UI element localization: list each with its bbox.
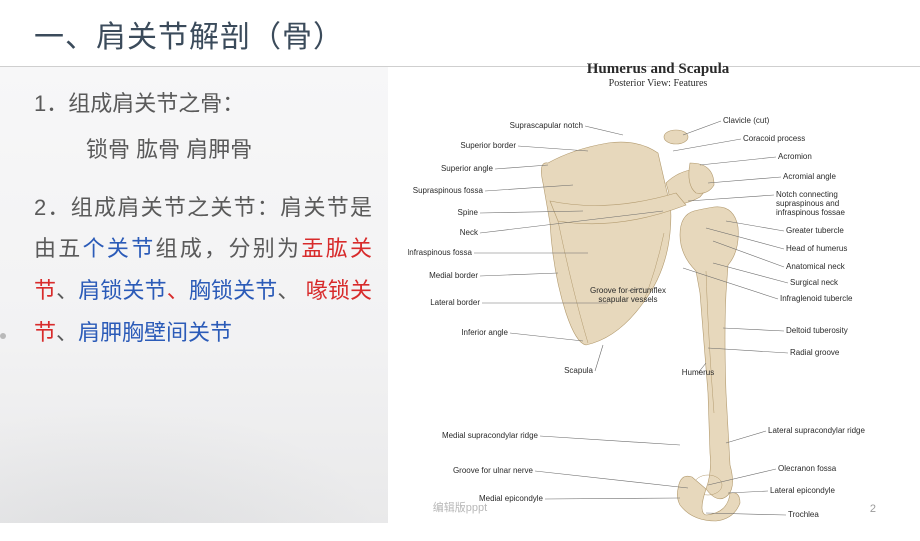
list-item-1: 1．组成肩关节之骨： <box>34 83 378 125</box>
svg-text:Surgical neck: Surgical neck <box>790 278 839 287</box>
svg-text:Deltoid tuberosity: Deltoid tuberosity <box>786 326 848 335</box>
svg-text:Neck: Neck <box>460 228 479 237</box>
bullet-dot <box>0 333 6 339</box>
svg-text:scapular vessels: scapular vessels <box>598 295 657 304</box>
text-segment: 、 <box>56 278 78 303</box>
svg-text:Supraspinous fossa: Supraspinous fossa <box>413 186 484 195</box>
text-segment: 肩锁关节 <box>78 278 166 303</box>
svg-text:Groove for circumflex: Groove for circumflex <box>590 286 666 295</box>
list-item-2-body: 组成肩关节之关节：肩关节是由五个关节组成，分别为盂肱关节、肩锁关节、胸锁关节、 … <box>34 195 372 345</box>
text-segment: 、 <box>56 320 78 345</box>
content-wrap: 1．组成肩关节之骨： 锁骨 肱骨 肩胛骨 2．组成肩关节之关节：肩关节是由五个关… <box>0 67 920 523</box>
diagram-title: Humerus and Scapula <box>408 61 908 78</box>
svg-text:Spine: Spine <box>458 208 479 217</box>
svg-text:Lateral epicondyle: Lateral epicondyle <box>770 486 835 495</box>
svg-text:Radial groove: Radial groove <box>790 348 840 357</box>
svg-text:Superior angle: Superior angle <box>441 164 494 173</box>
list-item-1-bones: 锁骨 肱骨 肩胛骨 <box>34 129 378 171</box>
text-block: 1．组成肩关节之骨： 锁骨 肱骨 肩胛骨 2．组成肩关节之关节：肩关节是由五个关… <box>34 83 378 354</box>
svg-text:Infraglenoid tubercle: Infraglenoid tubercle <box>780 294 853 303</box>
svg-text:Notch connecting: Notch connecting <box>776 190 838 199</box>
svg-text:Inferior angle: Inferior angle <box>461 328 508 337</box>
svg-text:Superior border: Superior border <box>460 141 516 150</box>
text-segment: 、 <box>167 278 189 303</box>
svg-text:Scapula: Scapula <box>564 366 593 375</box>
svg-text:Suprascapular notch: Suprascapular notch <box>510 121 583 130</box>
svg-text:Clavicle (cut): Clavicle (cut) <box>723 116 770 125</box>
diagram-subtitle: Posterior View: Features <box>408 78 908 89</box>
svg-text:Lateral supracondylar ridge: Lateral supracondylar ridge <box>768 426 865 435</box>
svg-text:Greater tubercle: Greater tubercle <box>786 226 844 235</box>
slide-title: 一、肩关节解剖（骨） <box>0 0 920 67</box>
svg-text:Acromial angle: Acromial angle <box>783 172 836 181</box>
svg-text:Acromion: Acromion <box>778 152 812 161</box>
text-segment: 组成，分别为 <box>156 236 302 261</box>
diagram-svg: Suprascapular notch Superior border Superi… <box>408 93 908 533</box>
svg-text:Groove for ulnar nerve: Groove for ulnar nerve <box>453 466 534 475</box>
text-segment: 肩胛胸壁间关节 <box>78 320 232 345</box>
anatomy-diagram: Humerus and Scapula Posterior View: Feat… <box>408 61 908 541</box>
svg-text:Medial supracondylar ridge: Medial supracondylar ridge <box>442 431 539 440</box>
text-segment: 个关节 <box>83 236 156 261</box>
diagram-panel: Humerus and Scapula Posterior View: Feat… <box>388 67 920 523</box>
text-segment: 、 <box>277 278 305 303</box>
list-item-2: 2．组成肩关节之关节：肩关节是由五个关节组成，分别为盂肱关节、肩锁关节、胸锁关节… <box>34 187 378 354</box>
svg-text:Anatomical neck: Anatomical neck <box>786 262 846 271</box>
svg-text:Infraspinous fossa: Infraspinous fossa <box>408 248 473 257</box>
svg-text:supraspinous and: supraspinous and <box>776 199 839 208</box>
svg-text:infraspinous fossae: infraspinous fossae <box>776 208 845 217</box>
svg-text:Coracoid process: Coracoid process <box>743 134 805 143</box>
text-segment: 胸锁关节 <box>189 278 277 303</box>
svg-text:Medial border: Medial border <box>429 271 478 280</box>
svg-text:Humerus: Humerus <box>682 368 714 377</box>
page-number: 2 <box>870 503 876 515</box>
footer-text: 编辑版pppt <box>0 499 920 515</box>
list-item-2-lead: 2． <box>34 195 71 220</box>
svg-text:Olecranon fossa: Olecranon fossa <box>778 464 837 473</box>
svg-text:Head of humerus: Head of humerus <box>786 244 847 253</box>
text-panel: 1．组成肩关节之骨： 锁骨 肱骨 肩胛骨 2．组成肩关节之关节：肩关节是由五个关… <box>0 67 388 523</box>
svg-text:Lateral border: Lateral border <box>430 298 480 307</box>
